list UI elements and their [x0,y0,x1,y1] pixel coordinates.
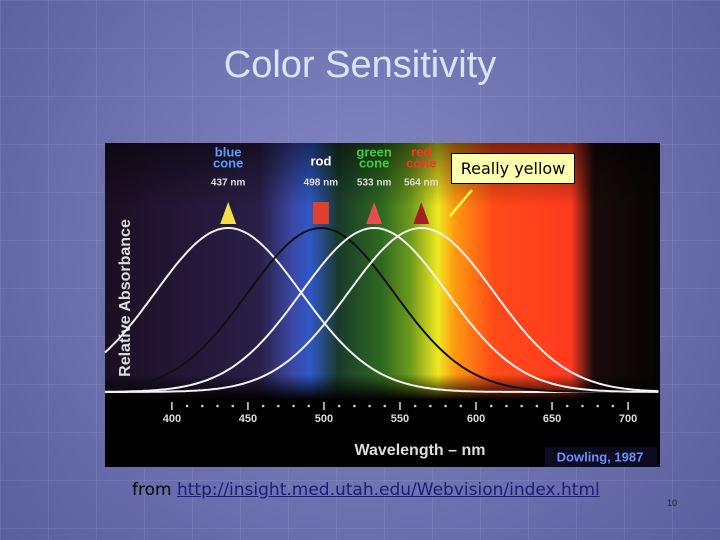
absorbance-curve [105,226,659,393]
x-tick-label: 550 [391,413,409,425]
receptor-name: blue [215,144,242,159]
receptor-name: cone [213,155,243,170]
peak-label: 498 nm [304,178,339,189]
page-number: 10 [667,498,678,508]
x-tick-label: 650 [543,413,561,425]
receptor-name: green [356,144,391,159]
receptor-name: rod [310,153,331,168]
minor-tick [216,404,219,408]
minor-tick [307,404,311,408]
minor-tick [337,404,341,408]
minor-tick [520,404,523,408]
minor-tick [353,404,356,408]
peak-label: 533 nm [357,178,392,189]
x-tick-label: 450 [239,413,257,425]
minor-tick [489,404,493,408]
minor-tick [535,404,539,408]
minor-tick [292,404,295,408]
minor-tick [596,404,599,408]
x-tick-label: 500 [315,413,333,425]
x-tick-label: 400 [163,413,181,425]
credit: Dowling, 1987 [557,449,644,464]
minor-tick [429,404,432,408]
minor-tick [444,404,447,408]
absorbance-curve [105,227,659,393]
minor-tick [277,404,280,408]
receptor-name: red [411,144,431,159]
x-tick-label: 600 [467,413,485,425]
x-tick-label: 700 [619,413,637,425]
minor-tick [185,404,189,408]
slide-title: Color Sensitivity [223,44,497,86]
source-prefix: from [132,480,172,500]
minor-tick [413,404,417,408]
minor-tick [383,404,387,408]
minor-tick [231,404,235,408]
peak-marker [220,202,237,224]
source: from http://insight.med.utah.edu/Webvisi… [132,480,600,500]
y-axis-label: Relative Absorbance [117,219,134,377]
minor-tick [368,404,371,408]
spectrum-shade [105,143,660,400]
peak-label: 564 nm [404,178,439,189]
credit-box [545,447,657,467]
minor-tick [581,404,584,408]
minor-tick [505,404,508,408]
receptor-name: cone [359,155,389,170]
minor-tick [201,404,204,408]
minor-tick [611,404,615,408]
peak-label: 437 nm [211,178,246,189]
minor-tick [261,404,265,408]
peak-marker [366,202,383,224]
minor-tick [459,404,463,408]
x-axis-label: Wavelength – nm [355,442,486,459]
callout-pointer [449,189,473,217]
source-link[interactable]: http://insight.med.utah.edu/Webvision/in… [176,480,600,500]
minor-tick [565,404,569,408]
peak-marker [312,202,329,224]
peak-marker [413,202,430,224]
absorbance-curve [104,226,659,393]
receptor-name: cone [406,155,436,170]
callout: Really yellow [451,153,575,184]
